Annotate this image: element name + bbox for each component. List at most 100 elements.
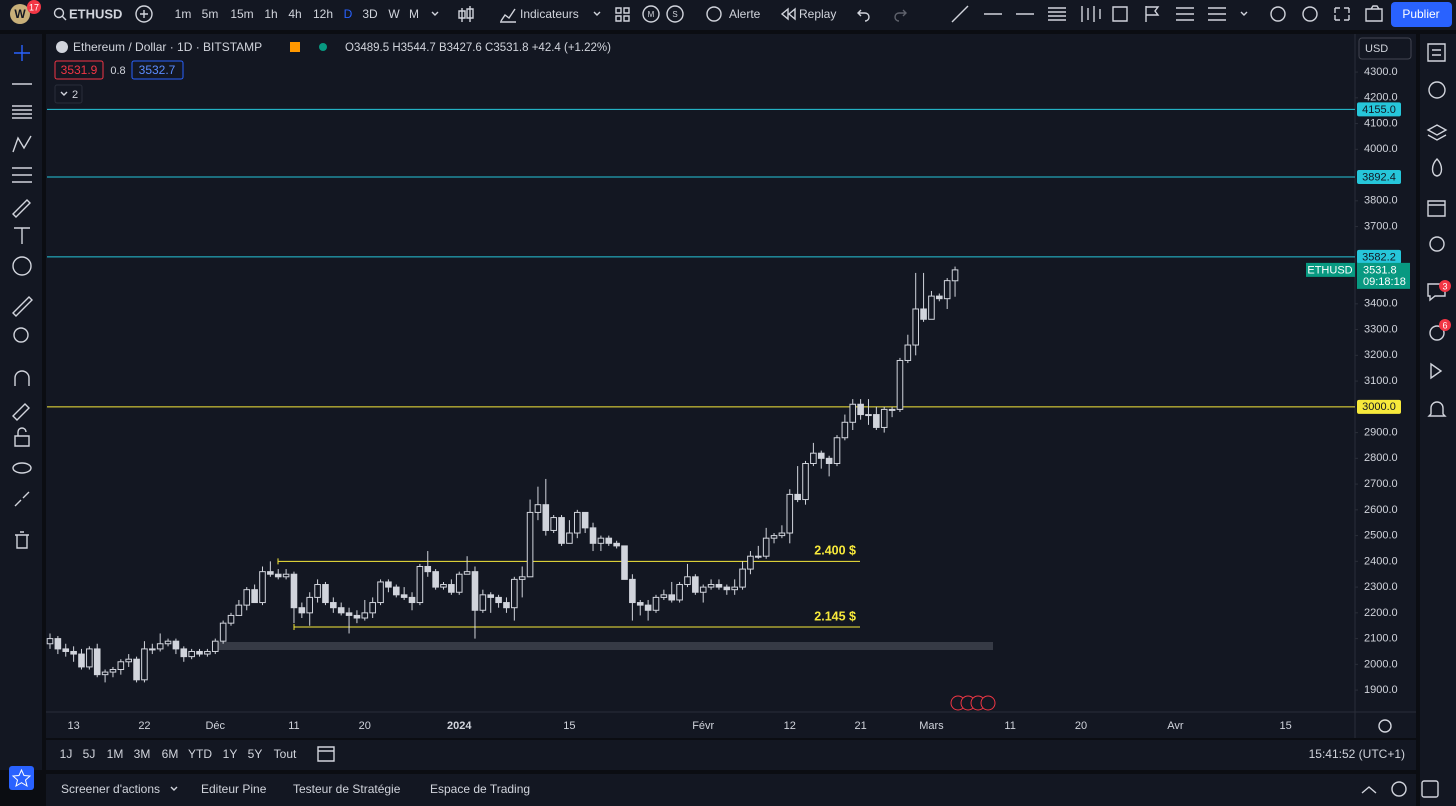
replay-icon[interactable]	[780, 7, 796, 21]
layers[interactable]	[1426, 124, 1448, 141]
lock-tool[interactable]	[14, 427, 30, 447]
range-button[interactable]: YTD	[188, 747, 212, 761]
fib-tool[interactable]	[12, 105, 32, 119]
forecast-tool[interactable]	[12, 167, 32, 183]
settings-icon[interactable]	[1302, 6, 1318, 22]
undo[interactable]	[857, 9, 870, 22]
symbol[interactable]: ETHUSD	[69, 6, 122, 21]
publish-button[interactable]: Publier	[1402, 7, 1439, 21]
s-icon[interactable]	[666, 5, 684, 23]
level-label-bg	[1357, 102, 1401, 117]
bid-box[interactable]	[54, 60, 104, 80]
maximize[interactable]	[1421, 780, 1439, 798]
interval-button[interactable]: D	[344, 7, 353, 21]
text-tool[interactable]	[14, 227, 30, 244]
rectangle-tool[interactable]	[1112, 6, 1128, 22]
help[interactable]	[1391, 781, 1407, 797]
gann-tool[interactable]	[1081, 6, 1101, 22]
watchlist[interactable]	[1427, 43, 1446, 62]
range-button[interactable]: 3M	[134, 747, 151, 761]
range-button[interactable]: 1Y	[223, 747, 238, 761]
zoom-tool[interactable]	[13, 327, 29, 343]
camera-icon[interactable]	[1365, 5, 1383, 22]
flag-marker[interactable]	[290, 42, 300, 52]
m-icon[interactable]	[642, 5, 660, 23]
interval-button[interactable]: M	[409, 7, 419, 21]
fullscreen-icon[interactable]	[1334, 7, 1350, 21]
range-button[interactable]: 5Y	[248, 747, 263, 761]
interval-button[interactable]: 5m	[202, 7, 219, 21]
magnet-tool[interactable]	[14, 370, 30, 386]
notifications[interactable]	[1427, 401, 1447, 417]
alert-button[interactable]: Alerte	[729, 7, 761, 21]
panel-tab[interactable]: Espace de Trading	[430, 782, 530, 796]
interval-button[interactable]: 3D	[362, 7, 378, 21]
ruler-tool[interactable]	[12, 296, 33, 317]
indicators-button[interactable]: Indicateurs	[520, 7, 579, 21]
indicators-menu[interactable]	[593, 11, 601, 16]
y-tick-label: 2200.0	[1364, 607, 1398, 619]
level-label: 3582.2	[1362, 251, 1396, 263]
range-button[interactable]: 5J	[83, 747, 96, 761]
channel-tool[interactable]	[1176, 7, 1194, 21]
search-icon[interactable]	[53, 7, 65, 19]
pattern-tool[interactable]	[12, 135, 32, 153]
hide-tool[interactable]	[12, 462, 32, 474]
trend-line-tool[interactable]	[951, 5, 969, 23]
axis-settings[interactable]	[1378, 719, 1392, 733]
interval-button[interactable]: 4h	[288, 7, 301, 21]
alert-icon[interactable]	[706, 6, 722, 22]
fib-tool[interactable]	[1048, 7, 1066, 21]
collapse-box[interactable]	[54, 84, 83, 104]
screener-menu[interactable]	[170, 786, 178, 791]
panel-tab[interactable]: Testeur de Stratégie	[293, 782, 401, 796]
publish-button-bg[interactable]	[1391, 2, 1452, 27]
x-tick-label: 13	[67, 720, 79, 732]
currency-select[interactable]	[1358, 37, 1412, 60]
logo[interactable]	[10, 4, 30, 24]
range-button[interactable]: 1J	[60, 747, 73, 761]
calendar[interactable]	[1427, 200, 1446, 217]
streams[interactable]	[1429, 325, 1445, 341]
panel-toggle[interactable]	[1361, 786, 1377, 794]
interval-button[interactable]: W	[388, 7, 400, 21]
indicators-icon[interactable]	[500, 8, 516, 23]
panel-tab[interactable]: Editeur Pine	[201, 782, 267, 796]
event-flag[interactable]	[980, 695, 996, 711]
flag-tool[interactable]	[1145, 6, 1160, 22]
hotlists[interactable]	[1431, 158, 1443, 177]
interval-button[interactable]: 1h	[264, 7, 277, 21]
chart-type-icon[interactable]	[458, 6, 474, 22]
candle-body-up	[943, 280, 951, 300]
layouts-icon[interactable]	[615, 7, 630, 22]
interval-button[interactable]: 15m	[230, 7, 253, 21]
replay-button[interactable]: Replay	[799, 7, 836, 21]
alerts[interactable]	[1428, 81, 1446, 99]
replays[interactable]	[1430, 362, 1443, 380]
favorites-button[interactable]	[9, 766, 34, 790]
crosshair-tool[interactable]	[14, 45, 30, 61]
range-button[interactable]: 1M	[107, 747, 124, 761]
x-tick-label: Mars	[919, 720, 944, 732]
ideas[interactable]	[1429, 236, 1445, 252]
add-symbol[interactable]	[135, 5, 153, 23]
redo[interactable]	[894, 9, 907, 22]
interval-button[interactable]: 12h	[313, 7, 333, 21]
range-button[interactable]: Tout	[274, 747, 297, 761]
pitchfork-tool[interactable]	[1208, 7, 1226, 21]
candle-body-down	[644, 604, 652, 611]
interval-button[interactable]: 1m	[175, 7, 192, 21]
chat-badge-bg	[1439, 280, 1451, 292]
range-button[interactable]: 6M	[162, 747, 179, 761]
emoji-tool[interactable]	[12, 256, 32, 276]
interval-menu[interactable]	[431, 11, 439, 16]
link-tool[interactable]	[14, 491, 30, 507]
ask-box[interactable]	[131, 60, 184, 80]
delete-tool[interactable]	[15, 531, 29, 549]
stay-drawing-tool[interactable]	[12, 403, 30, 421]
date-range-icon[interactable]	[317, 746, 335, 762]
tools-menu[interactable]	[1240, 11, 1248, 16]
brush-tool[interactable]	[12, 199, 31, 218]
snapshot-compare[interactable]	[1270, 6, 1286, 22]
panel-tab[interactable]: Screener d'actions	[61, 782, 160, 796]
